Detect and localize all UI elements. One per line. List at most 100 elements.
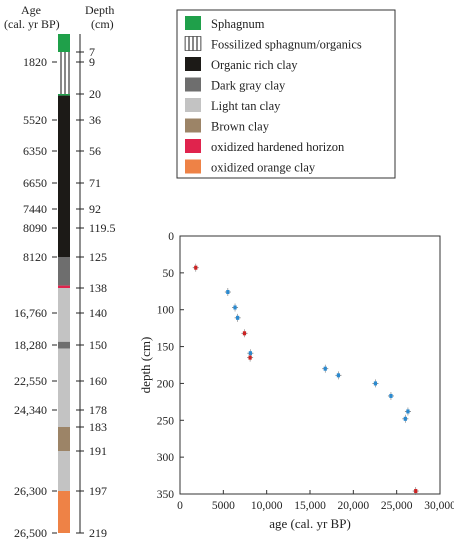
data-point-0-8 [404, 407, 411, 416]
age-depth-chart: 0 5000 10,000 15,000 20,000 25,000 30,000 0 50 1… [138, 231, 454, 531]
data-point-1-0 [192, 263, 199, 272]
age-label-0: 1820 [23, 55, 47, 69]
legend-swatch-0 [185, 16, 201, 30]
data-point-1-3 [412, 487, 419, 496]
depth-label-7: 7 [89, 45, 95, 59]
depth-label-9: 9 [89, 55, 95, 69]
core-column [58, 34, 70, 533]
depth-label-36: 36 [89, 113, 101, 127]
core-layer-1 [58, 52, 70, 94]
depth-label-160: 160 [89, 374, 107, 388]
x-tick-label-10000: 10,000 [251, 500, 283, 512]
y-axis: 0 50 100 150 200 250 300 350 [157, 231, 184, 501]
age-header-line2: (cal. yr BP) [4, 17, 60, 31]
y-tick-label-350: 350 [157, 489, 175, 501]
x-tick-label-20000: 20,000 [338, 500, 370, 512]
depth-ticks [76, 34, 84, 534]
y-tick-label-100: 100 [157, 305, 175, 317]
legend: Sphagnum Fossilized sphagnum/organics Orga… [176, 9, 396, 179]
age-label-6: 8120 [23, 250, 47, 264]
core-layer-4 [58, 257, 70, 286]
age-label-4: 7440 [23, 202, 47, 216]
data-point-0-7 [387, 391, 394, 400]
legend-label-2: Organic rich clay [211, 58, 298, 72]
legend-label-6: oxidized hardened horizon [211, 140, 345, 154]
core-layer-3 [58, 95, 70, 257]
depth-header-line2: (cm) [91, 17, 114, 31]
age-header-line1: Age [21, 3, 41, 17]
legend-label-5: Brown clay [211, 120, 270, 134]
depth-label-92: 92 [89, 202, 101, 216]
x-axis: 0 5000 10,000 15,000 20,000 25,000 30,000 [177, 490, 454, 512]
age-labels: 1820 5520 6350 6650 7440 8090 8120 16,760 18,280… [14, 55, 57, 540]
legend-label-3: Dark gray clay [211, 79, 286, 93]
data-point-0-2 [234, 313, 241, 322]
legend-swatch-6 [185, 139, 201, 153]
x-tick-label-0: 0 [177, 500, 183, 512]
data-point-0-6 [372, 379, 379, 388]
core-layer-7 [58, 341, 70, 349]
y-tick-label-250: 250 [157, 415, 175, 427]
core-layer-10 [58, 451, 70, 491]
depth-label-183: 183 [89, 420, 107, 434]
y-tick-label-50: 50 [163, 268, 175, 280]
legend-swatch-4 [185, 98, 201, 112]
y-tick-label-150: 150 [157, 342, 175, 354]
legend-label-1: Fossilized sphagnum/organics [211, 38, 362, 52]
depth-label-219: 219 [89, 526, 107, 540]
depth-label-56: 56 [89, 144, 101, 158]
data-points [192, 263, 419, 496]
data-point-0-0 [224, 288, 231, 297]
legend-swatch-1 [184, 36, 202, 51]
y-tick-label-300: 300 [157, 452, 175, 464]
x-axis-label: age (cal. yr BP) [269, 516, 351, 531]
legend-swatch-3 [185, 77, 201, 92]
legend-label-0: Sphagnum [211, 17, 265, 31]
age-label-1: 5520 [23, 113, 47, 127]
y-axis-label: depth (cm) [138, 337, 153, 394]
depth-label-150: 150 [89, 338, 107, 352]
depth-label-191: 191 [89, 444, 107, 458]
legend-swatch-2 [185, 57, 201, 71]
core-layer-8 [58, 348, 70, 427]
core-layer-5 [58, 285, 70, 288]
age-label-8: 18,280 [14, 338, 47, 352]
core-layer-2 [58, 94, 70, 96]
core-layer-9 [58, 427, 70, 451]
legend-label-7: oxidized orange clay [211, 161, 316, 175]
y-tick-label-0: 0 [168, 231, 174, 243]
plot-frame [179, 235, 441, 495]
core-layer-6 [58, 288, 70, 342]
data-point-0-4 [322, 364, 329, 373]
legend-swatch-7 [185, 159, 201, 174]
core-layer-11 [58, 491, 70, 533]
y-tick-label-200: 200 [157, 378, 175, 390]
age-label-7: 16,760 [14, 306, 47, 320]
depth-labels: 79 20 36 56 71 92 119.5 125 138 140 150 160 178 183 19… [89, 45, 116, 540]
data-point-1-1 [241, 329, 248, 338]
age-label-2: 6350 [23, 144, 47, 158]
data-point-0-1 [232, 303, 239, 312]
age-label-3: 6650 [23, 176, 47, 190]
legend-swatch-5 [185, 118, 201, 133]
age-label-12: 26,500 [14, 526, 47, 540]
age-label-9: 22,550 [14, 374, 47, 388]
data-point-0-9 [402, 414, 409, 423]
data-point-1-2 [247, 353, 254, 362]
depth-label-71: 71 [89, 176, 101, 190]
core-layer-0 [58, 34, 70, 52]
x-tick-label-5000: 5000 [212, 500, 235, 512]
x-tick-label-15000: 15,000 [294, 500, 326, 512]
depth-label-178: 178 [89, 403, 107, 417]
legend-frame [176, 9, 396, 179]
age-label-10: 24,340 [14, 403, 47, 417]
depth-label-119.5: 119.5 [89, 221, 116, 235]
depth-label-140: 140 [89, 306, 107, 320]
legend-label-4: Light tan clay [211, 99, 281, 113]
age-label-5: 8090 [23, 221, 47, 235]
age-label-11: 26,300 [14, 484, 47, 498]
data-point-0-5 [335, 371, 342, 380]
depth-label-138: 138 [89, 281, 107, 295]
x-tick-label-25000: 25,000 [381, 500, 413, 512]
